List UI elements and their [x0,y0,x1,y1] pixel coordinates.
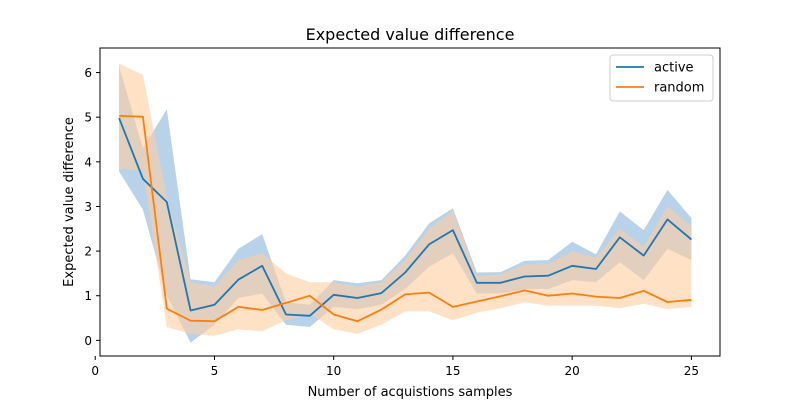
y-tick-label: 4 [84,155,92,169]
y-tick-label: 0 [84,334,92,348]
series-lines [118,114,692,323]
x-axis: 0 5 10 15 20 25 [91,356,699,378]
y-tick-label: 1 [84,289,92,303]
y-tick-label: 6 [84,66,92,80]
legend-label-active: active [654,61,694,76]
legend-label-random: random [654,81,704,96]
line-active [118,117,692,317]
y-tick-label: 3 [84,200,92,214]
legend: active random [609,54,714,102]
y-tick-label: 2 [84,245,92,259]
x-tick-label: 0 [91,364,99,378]
x-tick-label: 25 [684,364,699,378]
band-random [119,63,692,336]
y-tick-label: 5 [84,111,92,125]
chart-title: Expected value difference [306,25,515,44]
confidence-bands [119,63,692,343]
x-tick-label: 5 [211,364,219,378]
plot-frame [99,47,721,357]
x-axis-label: Number of acquistions samples [308,385,513,400]
y-axis: 0 1 2 3 4 5 6 [84,66,100,348]
x-tick-label: 20 [565,364,580,378]
x-tick-label: 10 [326,364,341,378]
y-axis-label: Expected value difference [62,117,77,287]
x-tick-label: 15 [445,364,460,378]
line-random [119,114,692,323]
